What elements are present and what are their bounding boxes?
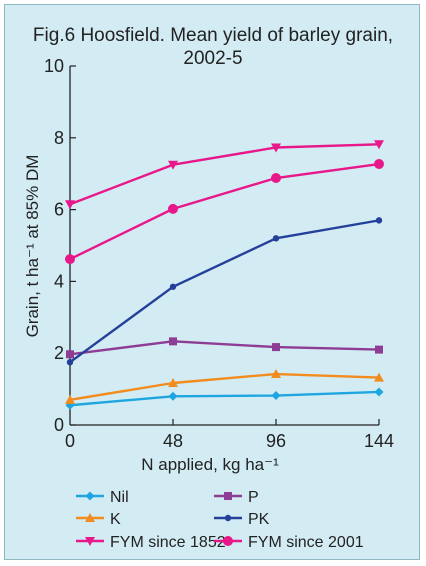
legend-label: P	[248, 489, 259, 506]
chart-title-line2: 2002-5	[183, 48, 242, 69]
data-point	[374, 140, 384, 150]
x-tick-label: 144	[364, 431, 394, 451]
legend-marker	[85, 537, 95, 546]
legend-label: PK	[248, 511, 270, 528]
legend-marker	[224, 492, 232, 500]
data-point	[271, 369, 281, 379]
series-line	[69, 143, 380, 206]
data-point	[65, 200, 75, 210]
legend-marker	[85, 513, 95, 522]
legend-label: Nil	[110, 489, 129, 506]
series-line	[69, 372, 380, 402]
x-axis-label: N applied, kg ha⁻¹	[141, 455, 279, 474]
data-point	[169, 337, 177, 346]
data-point	[375, 217, 383, 224]
series-3	[66, 217, 383, 366]
legend-label: K	[110, 511, 121, 528]
data-point	[65, 254, 75, 265]
legend-item: P	[214, 489, 259, 506]
legend-item: FYM since 1852	[76, 534, 226, 551]
data-point	[168, 391, 178, 401]
x-tick-label: 48	[163, 431, 183, 451]
x-tick-label: 0	[65, 431, 75, 451]
series-0	[65, 387, 384, 410]
legend-item: Nil	[76, 489, 129, 506]
data-point	[168, 203, 178, 214]
y-tick-label: 8	[54, 128, 64, 148]
data-point	[271, 391, 281, 401]
series-2	[65, 369, 384, 404]
legend-item: FYM since 2001	[214, 534, 364, 551]
y-axis-label: Grain, t ha⁻¹ at 85% DM	[23, 155, 42, 338]
legend-item: K	[76, 511, 121, 528]
series-4	[65, 140, 384, 210]
y-tick-label: 10	[44, 56, 64, 76]
series-5	[65, 159, 384, 265]
data-point	[374, 372, 384, 382]
chart-title-line1: Fig.6 Hoosfield. Mean yield of barley gr…	[33, 25, 393, 46]
plot-area	[65, 140, 384, 410]
series-line	[69, 162, 380, 261]
series-line	[69, 219, 380, 364]
x-tick-label: 96	[266, 431, 286, 451]
legend-marker	[223, 536, 233, 546]
legend-item: PK	[214, 511, 270, 528]
legend-label: FYM since 1852	[110, 534, 226, 551]
data-point	[66, 350, 74, 359]
data-point	[271, 143, 281, 153]
series-line	[69, 340, 380, 356]
series-1	[66, 337, 383, 359]
data-point	[374, 159, 384, 170]
data-point	[168, 160, 178, 170]
data-point	[272, 343, 280, 352]
data-point	[65, 394, 75, 404]
data-point	[375, 345, 383, 354]
data-point	[271, 173, 281, 184]
y-tick-label: 6	[54, 200, 64, 220]
data-point	[169, 283, 177, 290]
legend-label: FYM since 2001	[248, 534, 364, 551]
series-line	[69, 390, 380, 407]
axes: 0 2 4 6 8 10 0 48 96 144	[44, 56, 394, 451]
y-tick-label: 0	[54, 415, 64, 435]
legend-marker	[224, 514, 232, 522]
legend-marker	[85, 491, 95, 501]
y-tick-label: 2	[54, 343, 64, 363]
data-point	[374, 387, 384, 397]
data-point	[168, 377, 178, 387]
data-point	[272, 235, 280, 242]
y-tick-label: 4	[54, 271, 64, 291]
data-point	[66, 358, 74, 366]
